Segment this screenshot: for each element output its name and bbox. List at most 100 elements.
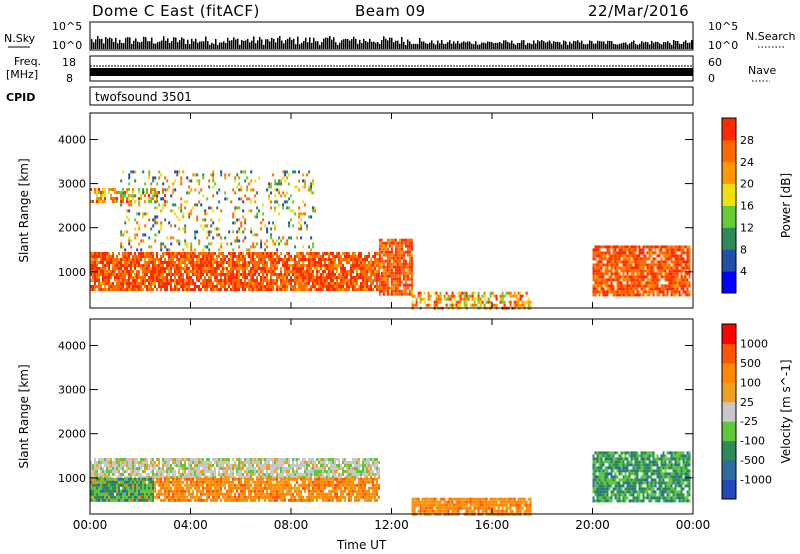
- echo-cell: [322, 255, 324, 258]
- echo-cell: [272, 279, 274, 282]
- echo-cell: [358, 285, 360, 288]
- echo-cell: [266, 267, 268, 270]
- echo-cell: [196, 267, 198, 270]
- echo-cell: [202, 282, 204, 285]
- echo-cell: [130, 270, 132, 273]
- echo-cell: [670, 266, 673, 270]
- echo-cell: [384, 247, 387, 251]
- echo-cell: [254, 200, 257, 204]
- echo-cell: [220, 279, 222, 282]
- echo-cell: [330, 276, 332, 279]
- echo-cell: [362, 473, 364, 476]
- echo-cell: [180, 261, 182, 264]
- echo-cell: [230, 258, 232, 261]
- echo-cell: [380, 241, 383, 245]
- echo-cell: [134, 470, 136, 473]
- echo-cell: [674, 248, 677, 252]
- echo-cell: [471, 297, 474, 301]
- echo-cell: [410, 280, 413, 284]
- echo-cell: [252, 273, 254, 276]
- echo-cell: [220, 242, 223, 246]
- echo-cell: [644, 263, 647, 267]
- echo-cell: [660, 251, 663, 255]
- echo-cell: [362, 279, 364, 282]
- echo-cell: [640, 272, 643, 276]
- echo-cell: [688, 257, 691, 261]
- echo-cell: [326, 273, 328, 276]
- echo-cell: [386, 256, 389, 260]
- echo-cell: [330, 267, 332, 270]
- echo-cell: [114, 264, 116, 267]
- echo-cell: [130, 458, 132, 461]
- echo-cell: [104, 480, 106, 484]
- echo-cell: [517, 291, 520, 295]
- echo-cell: [132, 276, 134, 279]
- echo-cell: [636, 260, 639, 264]
- echo-cell: [252, 233, 255, 237]
- echo-cell: [92, 464, 94, 467]
- echo-cell: [202, 285, 204, 288]
- echo-cell: [134, 227, 137, 231]
- sky-count-bar: [505, 40, 507, 49]
- echo-cell: [300, 227, 303, 231]
- echo-cell: [374, 261, 376, 264]
- echo-cell: [102, 258, 104, 261]
- echo-cell: [170, 464, 172, 467]
- echo-cell: [670, 245, 673, 249]
- echo-cell: [360, 270, 362, 273]
- echo-cell: [300, 464, 302, 467]
- echo-cell: [132, 270, 134, 273]
- echo-cell: [246, 176, 249, 180]
- echo-cell: [190, 212, 193, 216]
- echo-cell: [296, 288, 298, 291]
- echo-cell: [638, 254, 641, 258]
- echo-cell: [606, 293, 609, 297]
- echo-cell: [222, 473, 224, 476]
- echo-cell: [318, 276, 320, 279]
- echo-cell: [350, 276, 352, 279]
- echo-cell: [453, 303, 456, 307]
- echo-cell: [648, 245, 651, 249]
- echo-cell: [360, 476, 362, 479]
- echo-cell: [680, 275, 683, 279]
- echo-cell: [238, 230, 241, 234]
- echo-cell: [138, 282, 140, 285]
- echo-cell: [224, 458, 226, 461]
- sky-count-bar: [193, 41, 195, 49]
- sky-count-bar: [247, 39, 249, 49]
- echo-cell: [392, 289, 395, 293]
- echo-cell: [376, 258, 378, 261]
- echo-cell: [406, 286, 409, 290]
- echo-cell: [362, 461, 364, 464]
- echo-cell: [630, 272, 633, 276]
- echo-cell: [410, 265, 413, 269]
- echo-cell: [638, 278, 641, 282]
- echo-cell: [218, 473, 220, 476]
- echo-cell: [142, 476, 144, 479]
- echo-cell: [198, 200, 201, 204]
- echo-cell: [638, 275, 641, 279]
- echo-cell: [268, 258, 270, 261]
- echo-cell: [102, 282, 104, 285]
- echo-cell: [214, 261, 216, 264]
- echo-cell: [118, 285, 120, 288]
- echo-cell: [312, 206, 315, 210]
- echo-cell: [96, 261, 98, 264]
- nsky-label: N.Sky: [4, 32, 36, 45]
- echo-cell: [98, 461, 100, 464]
- echo-cell: [354, 255, 356, 258]
- echo-cell: [656, 272, 659, 276]
- echo-cell: [188, 185, 191, 189]
- echo-cell: [210, 476, 212, 479]
- echo-cell: [624, 290, 627, 294]
- echo-cell: [98, 473, 100, 476]
- echo-cell: [622, 248, 625, 252]
- echo-cell: [90, 252, 92, 255]
- echo-cell: [168, 248, 171, 252]
- echo-cell: [152, 461, 154, 464]
- echo-cell: [338, 473, 340, 476]
- echo-cell: [374, 279, 376, 282]
- echo-cell: [308, 273, 310, 276]
- echo-cell: [406, 247, 409, 251]
- echo-cell: [180, 209, 183, 213]
